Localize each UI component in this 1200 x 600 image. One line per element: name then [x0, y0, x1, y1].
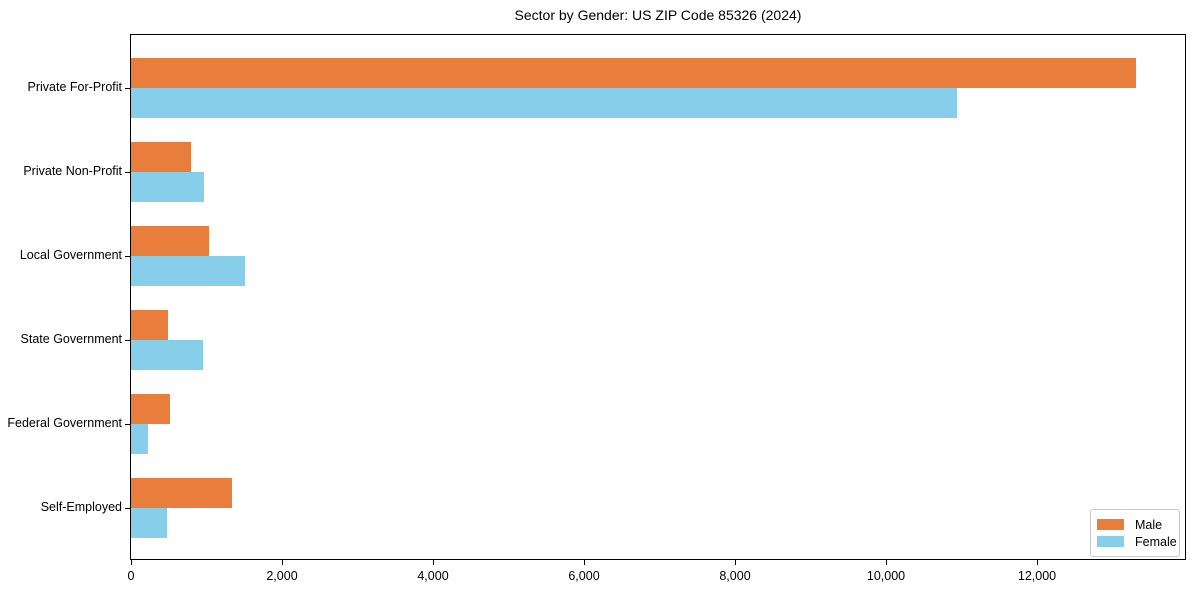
bar-male-5	[131, 394, 170, 424]
bar-male-3	[131, 226, 209, 256]
plot-area	[130, 34, 1186, 560]
bar-female-2	[131, 172, 204, 202]
y-tick-label: Self-Employed	[40, 500, 122, 514]
x-tick-mark	[886, 560, 887, 565]
bar-female-1	[131, 88, 957, 118]
legend-swatch-female	[1097, 536, 1124, 547]
y-tick-mark	[125, 340, 130, 341]
bar-male-2	[131, 142, 191, 172]
y-tick-label: Local Government	[19, 248, 122, 262]
y-tick-mark	[125, 88, 130, 89]
y-tick-label: Private Non-Profit	[23, 164, 122, 178]
x-tick-mark	[1037, 560, 1038, 565]
chart-title: Sector by Gender: US ZIP Code 85326 (202…	[514, 7, 802, 23]
bar-female-4	[131, 340, 203, 370]
y-tick-mark	[125, 256, 130, 257]
y-tick-label: State Government	[20, 332, 122, 346]
x-tick-mark	[584, 560, 585, 565]
x-tick-mark	[433, 560, 434, 565]
legend-label-female: Female	[1135, 534, 1177, 549]
x-tick-label: 8,000	[719, 569, 751, 583]
y-tick-mark	[125, 508, 130, 509]
bar-female-5	[131, 424, 148, 454]
x-tick-label: 6,000	[568, 569, 600, 583]
legend-swatch-male	[1097, 519, 1124, 530]
x-tick-mark	[282, 560, 283, 565]
legend-item-female: Female	[1097, 533, 1177, 550]
legend-label-male: Male	[1135, 517, 1163, 532]
legend-item-male: Male	[1097, 516, 1171, 533]
legend: Male Female	[1090, 509, 1180, 557]
x-tick-label: 10,000	[866, 569, 906, 583]
x-tick-label: 0	[127, 569, 135, 583]
x-tick-mark	[735, 560, 736, 565]
y-tick-label: Federal Government	[7, 416, 122, 430]
x-tick-label: 12,000	[1017, 569, 1057, 583]
bar-female-3	[131, 256, 245, 286]
x-tick-mark	[131, 560, 132, 565]
x-tick-label: 4,000	[417, 569, 449, 583]
y-tick-mark	[125, 424, 130, 425]
y-tick-label: Private For-Profit	[27, 80, 122, 94]
bar-female-6	[131, 508, 167, 538]
bar-male-6	[131, 478, 232, 508]
bar-male-4	[131, 310, 168, 340]
bar-male-1	[131, 58, 1136, 88]
x-tick-label: 2,000	[266, 569, 298, 583]
y-tick-mark	[125, 172, 130, 173]
